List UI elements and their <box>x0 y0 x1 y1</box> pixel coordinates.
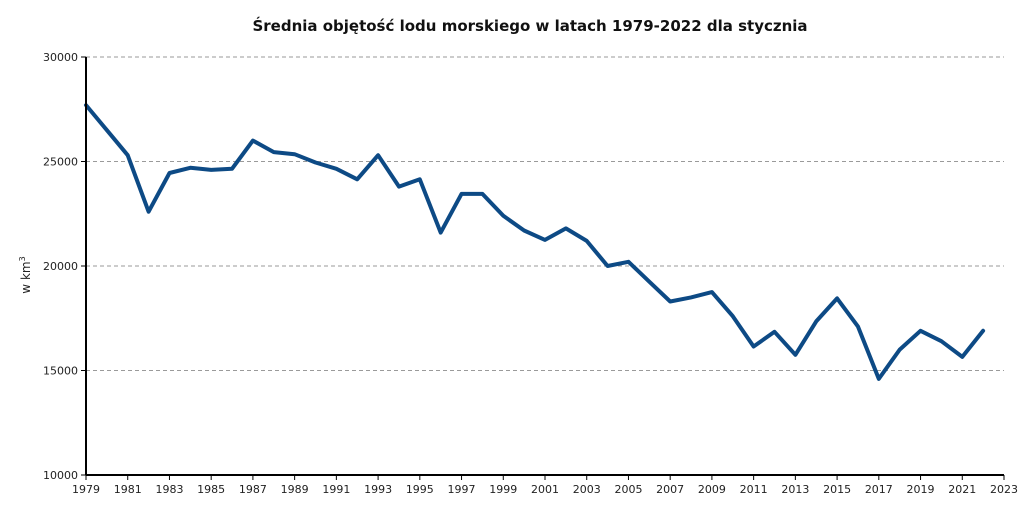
x-tick-label: 2019 <box>907 483 935 496</box>
x-tick-label: 2011 <box>740 483 768 496</box>
y-tick-label: 25000 <box>43 156 78 169</box>
y-axis-ticks: 10000 15000 20000 25000 30000 <box>43 51 86 482</box>
x-tick-label: 1979 <box>72 483 100 496</box>
x-tick-label: 2005 <box>614 483 642 496</box>
x-tick-label: 1993 <box>364 483 392 496</box>
x-tick-label: 2013 <box>781 483 809 496</box>
x-tick-label: 2007 <box>656 483 684 496</box>
chart-title: Średnia objętość lodu morskiego w latach… <box>252 16 807 35</box>
gridlines <box>86 56 1004 371</box>
x-tick-label: 2023 <box>990 483 1018 496</box>
x-axis-ticks: 1979 1981 1983 1985 1987 1989 1991 1993 1995 1997… <box>72 475 1018 496</box>
x-tick-label: 2001 <box>531 483 559 496</box>
y-tick-label: 20000 <box>43 260 78 273</box>
x-tick-label: 1999 <box>489 483 517 496</box>
x-tick-label: 1987 <box>239 483 267 496</box>
x-tick-label: 1989 <box>281 483 309 496</box>
x-tick-label: 1983 <box>155 483 183 496</box>
x-tick-label: 1981 <box>114 483 142 496</box>
x-tick-label: 2017 <box>865 483 893 496</box>
x-tick-label: 2015 <box>823 483 851 496</box>
x-tick-label: 2003 <box>573 483 601 496</box>
series-line <box>84 103 986 381</box>
y-tick-label: 30000 <box>43 51 78 64</box>
x-tick-label: 1991 <box>322 483 350 496</box>
x-tick-label: 1985 <box>197 483 225 496</box>
y-tick-label: 10000 <box>43 469 78 482</box>
x-tick-label: 1997 <box>448 483 476 496</box>
y-tick-label: 15000 <box>43 365 78 378</box>
y-axis-label-superscript: 3 <box>18 256 27 261</box>
x-tick-label: 2021 <box>948 483 976 496</box>
x-tick-label: 2009 <box>698 483 726 496</box>
y-axis-label: w km3 <box>18 256 33 293</box>
x-tick-label: 1995 <box>406 483 434 496</box>
